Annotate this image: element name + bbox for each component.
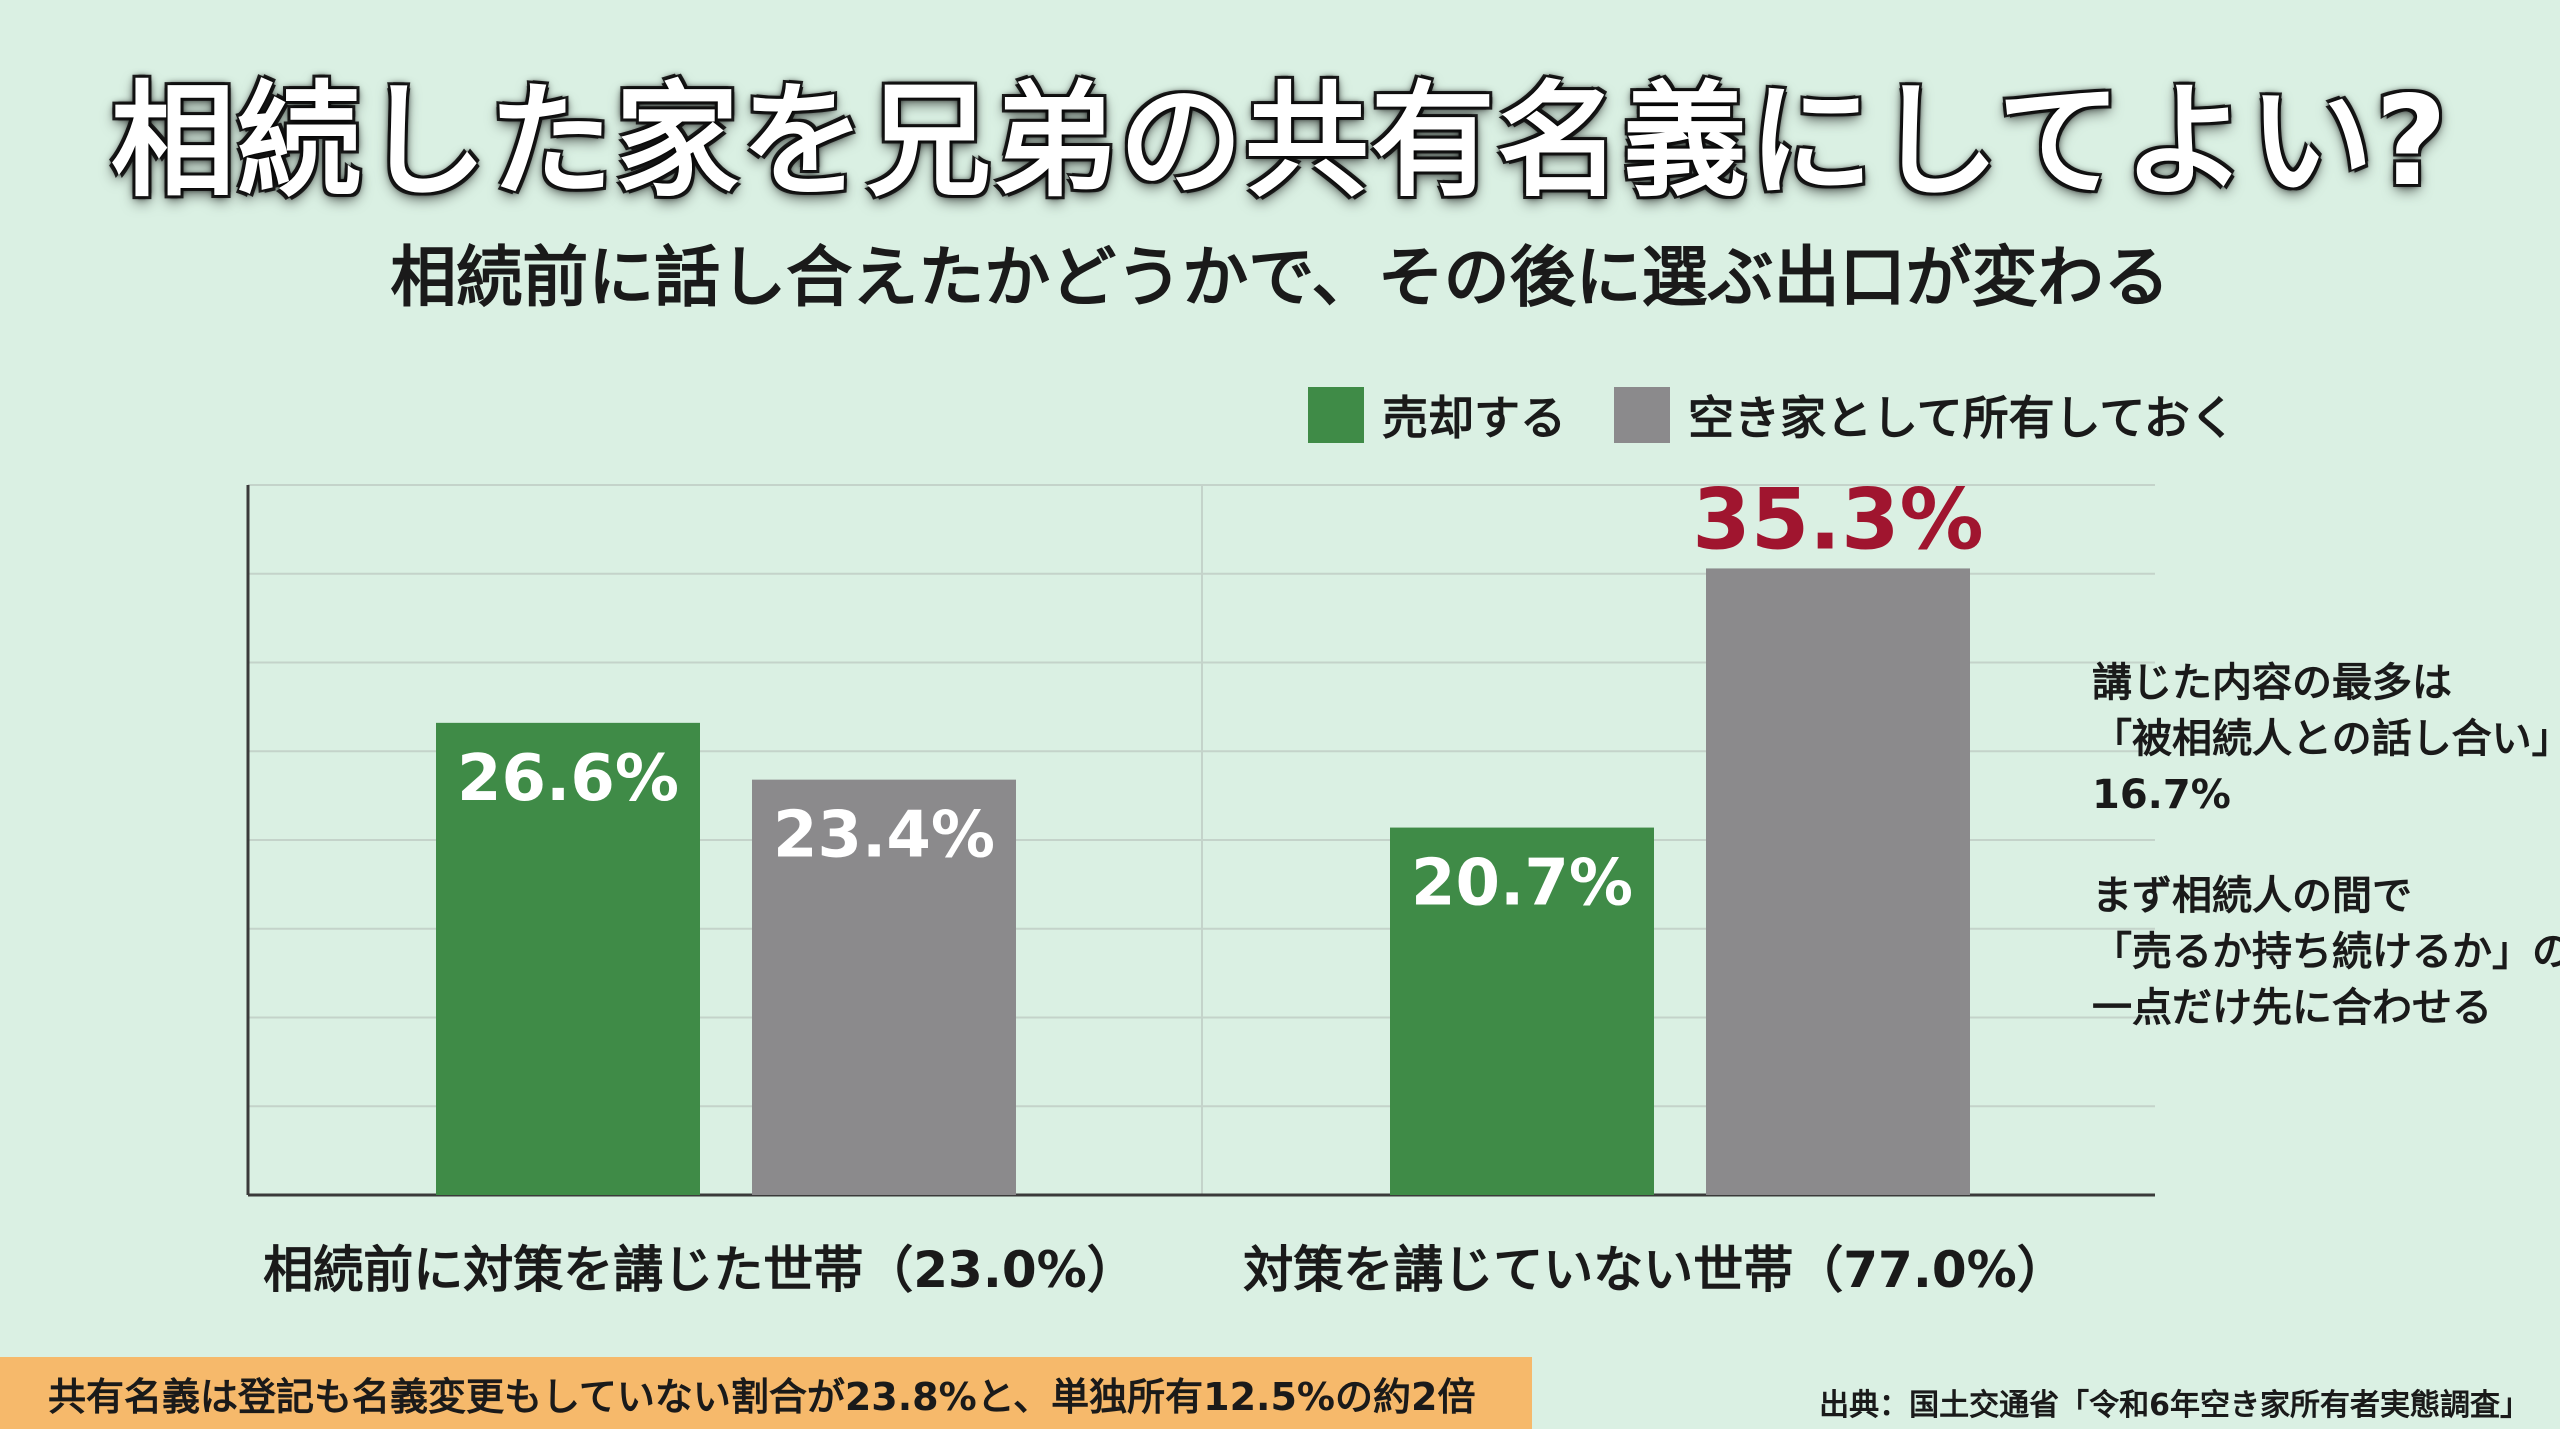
side-note-bottom-line-1: まず相続人の間で	[2092, 873, 2412, 919]
bar-sell-0	[436, 722, 700, 1195]
legend-label-keep: 空き家として所有しておく	[1688, 391, 2236, 445]
bar-keep-0	[752, 779, 1016, 1195]
legend-item-sell: 売却する	[1308, 382, 1566, 448]
bar-keep-1	[1706, 568, 1970, 1195]
side-note-top-line-1: 講じた内容の最多は	[2092, 660, 2452, 706]
bar-value-label-keep-1: 35.3%	[1692, 470, 1983, 568]
footer-banner-text: 共有名義は登記も名義変更もしていない割合が23.8%と、単独所有12.5%の約2…	[48, 1374, 1476, 1419]
category-label-without-measures: 対策を講じていない世帯（77.0%）	[1243, 1241, 2067, 1299]
legend-swatch-sell	[1308, 387, 1364, 443]
legend-item-keep: 空き家として所有しておく	[1614, 382, 2236, 448]
category-label-with-measures: 相続前に対策を講じた世帯（23.0%）	[263, 1241, 1137, 1299]
side-note-top-line-2: 「被相続人との話し合い」	[2092, 716, 2560, 762]
side-note-bottom: まず相続人の間で 「売るか持ち続けるか」の 一点だけ先に合わせる	[2092, 868, 2560, 1036]
footer-banner: 共有名義は登記も名義変更もしていない割合が23.8%と、単独所有12.5%の約2…	[0, 1357, 1532, 1429]
side-note-top-line-3: 16.7%	[2092, 772, 2231, 818]
page-title: 相続した家を兄弟の共有名義にしてよい?	[110, 70, 2450, 214]
side-note-top: 講じた内容の最多は 「被相続人との話し合い」 16.7%	[2092, 655, 2560, 823]
chart-legend: 売却する 空き家として所有しておく	[1308, 385, 2284, 445]
bar-sell-1	[1390, 827, 1654, 1195]
legend-swatch-keep	[1614, 387, 1670, 443]
page-subtitle: 相続前に話し合えたかどうかで、その後に選ぶ出口が変わる	[390, 239, 2170, 316]
bar-value-label-sell-1: 20.7%	[1411, 847, 1633, 921]
side-note-bottom-line-3: 一点だけ先に合わせる	[2092, 985, 2492, 1031]
source-citation: 出典：国土交通省「令和6年空き家所有者実態調査」	[1819, 1388, 2530, 1423]
bar-value-label-sell-0: 26.6%	[457, 742, 679, 816]
bar-value-label-keep-0: 23.4%	[773, 799, 995, 873]
side-note-bottom-line-2: 「売るか持ち続けるか」の	[2092, 929, 2560, 975]
legend-label-sell: 売却する	[1382, 391, 1566, 445]
